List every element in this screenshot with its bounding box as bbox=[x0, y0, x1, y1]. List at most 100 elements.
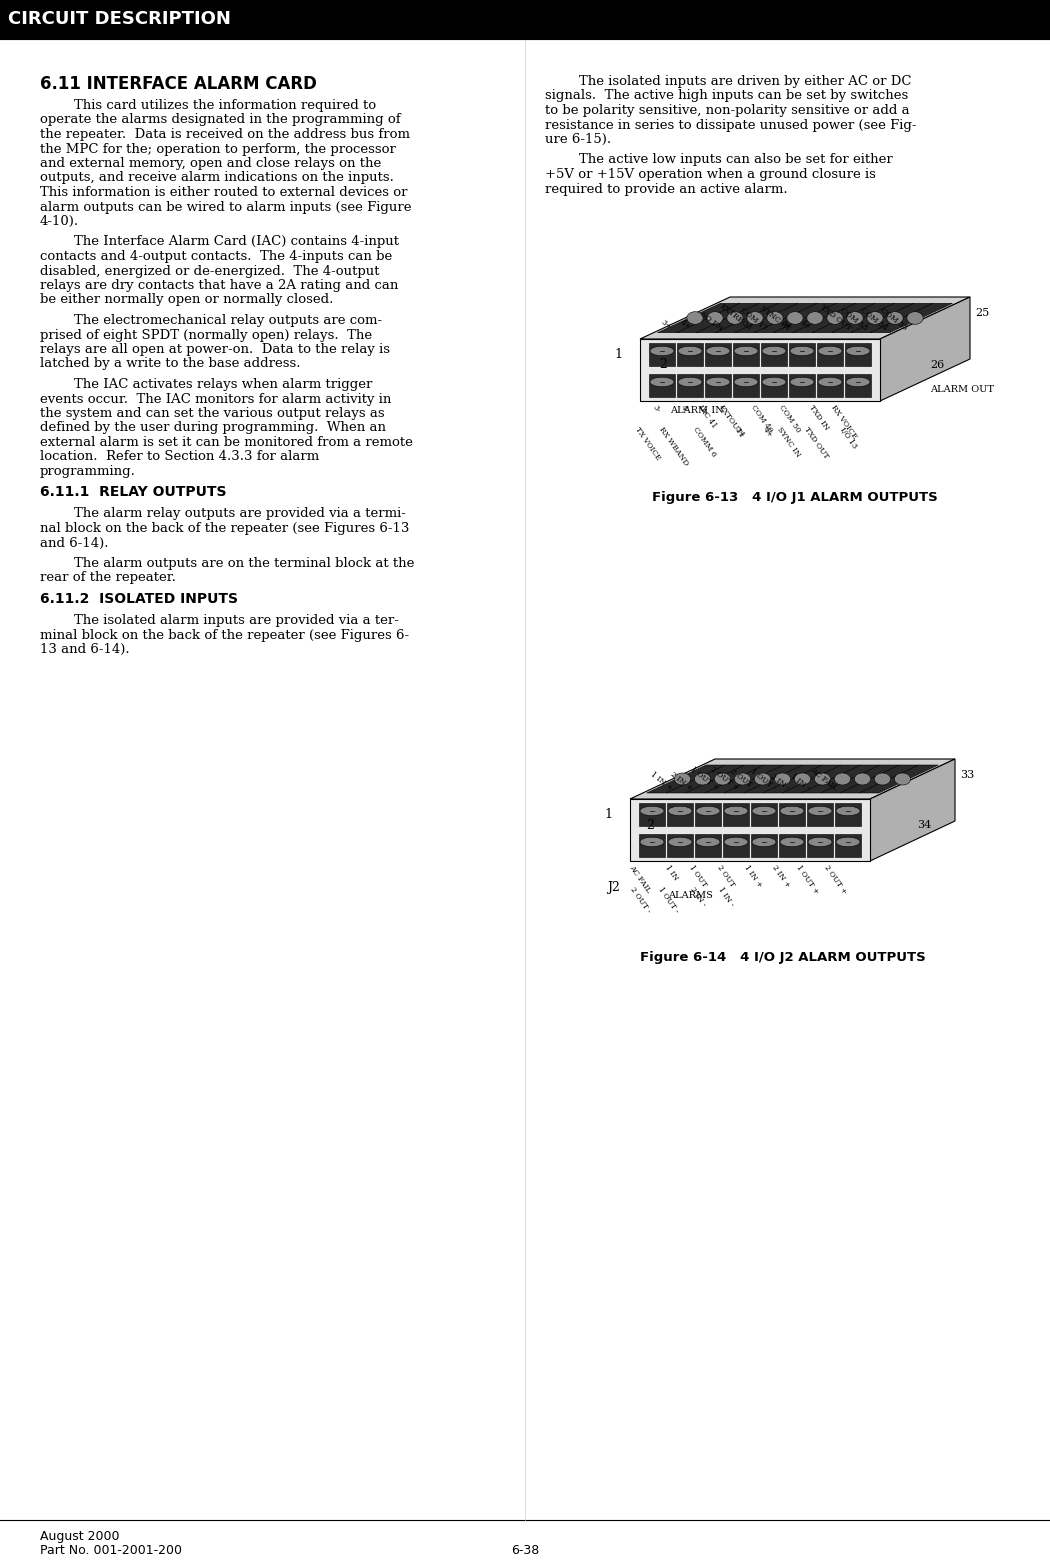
Text: 25: 25 bbox=[975, 308, 989, 317]
Ellipse shape bbox=[867, 311, 883, 324]
Bar bbox=[817, 374, 843, 397]
Text: COMM 6: COMM 6 bbox=[692, 425, 718, 458]
Ellipse shape bbox=[780, 807, 804, 816]
Polygon shape bbox=[657, 303, 740, 333]
Text: 1 OUT: 1 OUT bbox=[687, 863, 708, 888]
Bar bbox=[695, 834, 721, 857]
Ellipse shape bbox=[907, 311, 923, 324]
Ellipse shape bbox=[752, 837, 776, 846]
Bar bbox=[761, 343, 788, 366]
Text: This information is either routed to external devices or: This information is either routed to ext… bbox=[40, 186, 407, 199]
Ellipse shape bbox=[815, 773, 831, 785]
Text: 6.11.2  ISOLATED INPUTS: 6.11.2 ISOLATED INPUTS bbox=[40, 593, 238, 605]
Ellipse shape bbox=[650, 346, 674, 355]
Bar bbox=[733, 374, 759, 397]
Text: Figure 6-14   4 I/O J2 ALARM OUTPUTS: Figure 6-14 4 I/O J2 ALARM OUTPUTS bbox=[639, 951, 925, 963]
Polygon shape bbox=[821, 765, 900, 793]
Text: 4+: 4+ bbox=[761, 425, 774, 439]
Text: 4+: 4+ bbox=[799, 319, 813, 332]
Ellipse shape bbox=[640, 837, 664, 846]
Text: disabled, energized or de-energized.  The 4-output: disabled, energized or de-energized. The… bbox=[40, 264, 379, 277]
Text: location.  Refer to Section 4.3.3 for alarm: location. Refer to Section 4.3.3 for ala… bbox=[40, 450, 319, 463]
Ellipse shape bbox=[747, 311, 763, 324]
Bar bbox=[639, 834, 665, 857]
Polygon shape bbox=[724, 765, 803, 793]
Ellipse shape bbox=[650, 377, 674, 386]
Text: 34: 34 bbox=[918, 821, 931, 830]
Bar bbox=[845, 343, 871, 366]
Polygon shape bbox=[640, 339, 880, 400]
Ellipse shape bbox=[875, 773, 890, 785]
Text: 2 OUT -: 2 OUT - bbox=[729, 768, 757, 791]
Ellipse shape bbox=[668, 837, 692, 846]
Text: The alarm outputs are on the terminal block at the: The alarm outputs are on the terminal bl… bbox=[40, 557, 415, 569]
Text: TXD OUT: TXD OUT bbox=[802, 425, 830, 461]
Text: programming.: programming. bbox=[40, 465, 135, 479]
Text: COM 53: COM 53 bbox=[839, 307, 869, 332]
Text: 1: 1 bbox=[604, 809, 612, 821]
Text: 4-: 4- bbox=[679, 404, 690, 414]
Text: 2 IN -: 2 IN - bbox=[689, 885, 708, 909]
Text: signals.  The active high inputs can be set by switches: signals. The active high inputs can be s… bbox=[545, 89, 908, 103]
Ellipse shape bbox=[808, 837, 832, 846]
Text: The electromechanical relay outputs are com-: The electromechanical relay outputs are … bbox=[40, 314, 382, 327]
Ellipse shape bbox=[818, 377, 842, 386]
Bar bbox=[789, 374, 815, 397]
Text: SYNC IN: SYNC IN bbox=[776, 425, 802, 460]
Bar bbox=[695, 802, 721, 826]
Text: 1 IN -: 1 IN - bbox=[789, 773, 811, 791]
Polygon shape bbox=[743, 765, 822, 793]
Text: latched by a write to the base address.: latched by a write to the base address. bbox=[40, 358, 300, 371]
Polygon shape bbox=[715, 303, 798, 333]
Text: 1 OUT -: 1 OUT - bbox=[656, 885, 680, 915]
Ellipse shape bbox=[855, 773, 870, 785]
Text: operate the alarms designated in the programming of: operate the alarms designated in the pro… bbox=[40, 114, 401, 127]
Polygon shape bbox=[870, 759, 956, 862]
Text: TXD OUT: TXD OUT bbox=[819, 303, 853, 332]
Text: COM 50: COM 50 bbox=[777, 404, 802, 435]
Ellipse shape bbox=[835, 773, 850, 785]
Text: AC FAIL: AC FAIL bbox=[627, 863, 652, 895]
Ellipse shape bbox=[668, 807, 692, 816]
Text: the system and can set the various output relays as: the system and can set the various outpu… bbox=[40, 407, 384, 421]
Ellipse shape bbox=[818, 346, 842, 355]
Ellipse shape bbox=[846, 377, 870, 386]
Text: Part No. 001-2001-200: Part No. 001-2001-200 bbox=[40, 1544, 182, 1558]
Text: CIRCUIT DESCRIPTION: CIRCUIT DESCRIPTION bbox=[8, 9, 231, 28]
Polygon shape bbox=[793, 303, 875, 333]
Ellipse shape bbox=[847, 311, 863, 324]
Ellipse shape bbox=[727, 311, 743, 324]
Text: 3+: 3+ bbox=[659, 319, 673, 332]
Bar bbox=[649, 374, 675, 397]
Text: required to provide an active alarm.: required to provide an active alarm. bbox=[545, 183, 788, 196]
Bar bbox=[705, 374, 731, 397]
Ellipse shape bbox=[694, 773, 711, 785]
Polygon shape bbox=[686, 765, 764, 793]
Ellipse shape bbox=[752, 807, 776, 816]
Text: 2: 2 bbox=[659, 358, 667, 371]
Polygon shape bbox=[647, 765, 726, 793]
Bar bbox=[667, 802, 693, 826]
Bar bbox=[723, 834, 749, 857]
Polygon shape bbox=[801, 765, 880, 793]
Ellipse shape bbox=[678, 346, 702, 355]
Text: ALARM IN: ALARM IN bbox=[670, 407, 723, 414]
Ellipse shape bbox=[696, 807, 720, 816]
Ellipse shape bbox=[846, 346, 870, 355]
Ellipse shape bbox=[887, 311, 903, 324]
Text: relays are dry contacts that have a 2A rating and can: relays are dry contacts that have a 2A r… bbox=[40, 278, 398, 292]
Text: COM 55: COM 55 bbox=[879, 307, 909, 332]
Text: COM 49: COM 49 bbox=[750, 404, 774, 435]
Text: ALARMS: ALARMS bbox=[668, 891, 713, 899]
Bar bbox=[751, 834, 777, 857]
Text: alarm outputs can be wired to alarm inputs (see Figure: alarm outputs can be wired to alarm inpu… bbox=[40, 200, 412, 214]
Ellipse shape bbox=[678, 377, 702, 386]
Text: 2 IN -: 2 IN - bbox=[769, 773, 791, 791]
Polygon shape bbox=[850, 303, 933, 333]
Ellipse shape bbox=[790, 377, 814, 386]
Ellipse shape bbox=[762, 377, 786, 386]
Text: 4-10).: 4-10). bbox=[40, 214, 79, 228]
Text: The IAC activates relays when alarm trigger: The IAC activates relays when alarm trig… bbox=[40, 378, 373, 391]
Text: TXD IN: TXD IN bbox=[807, 404, 830, 432]
Text: rear of the repeater.: rear of the repeater. bbox=[40, 571, 176, 585]
